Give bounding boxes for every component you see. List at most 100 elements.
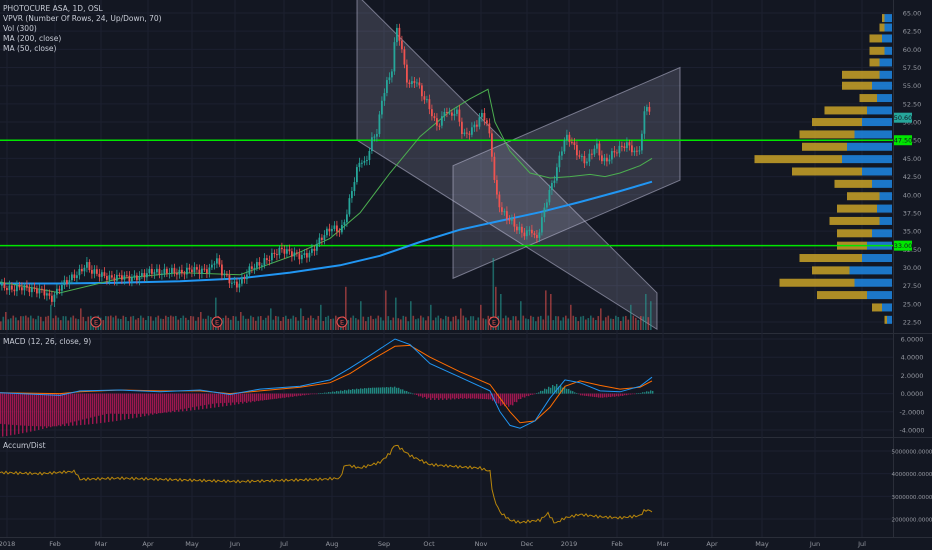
legend-ma200[interactable]: MA (200, close): [3, 34, 62, 43]
candle-body: [476, 124, 478, 127]
candle-body: [428, 99, 431, 110]
candle-body: [211, 264, 213, 268]
candle-body: [273, 252, 276, 255]
macd-label[interactable]: MACD (12, 26, close, 9): [3, 337, 92, 346]
macd-histogram-bar: [538, 392, 540, 394]
volume-bar: [320, 304, 322, 330]
volume-bar: [47, 315, 50, 330]
macd-histogram-bar: [208, 393, 210, 405]
volume-bar: [227, 317, 230, 330]
candle-body: [16, 285, 18, 292]
price-axis[interactable]: 65.0062.5060.0057.5055.0052.5050.0047.50…: [892, 10, 932, 524]
vpvr-bar-down: [834, 179, 872, 188]
macd-histogram-bar: [328, 392, 330, 394]
candle-body: [136, 275, 138, 281]
price-label-badge: [894, 240, 912, 251]
volume-bar: [462, 315, 465, 330]
macd-histogram-bar: [348, 389, 350, 394]
candle-body: [43, 289, 46, 296]
vpvr-bar-down: [872, 303, 882, 312]
candle-body: [216, 258, 218, 264]
candle-body: [23, 285, 26, 291]
candle-body: [628, 142, 631, 146]
candle-body: [178, 269, 181, 275]
volume-bar: [232, 315, 235, 330]
macd-histogram-bar: [344, 389, 346, 394]
volume-bar: [507, 317, 510, 330]
volume-bar: [77, 319, 80, 330]
candle-body: [508, 219, 511, 221]
macd-histogram-bar: [292, 393, 294, 397]
volume-bar: [20, 316, 22, 330]
vpvr-bar-up: [854, 130, 892, 139]
macd-histogram-bar: [216, 393, 218, 404]
volume-bar: [190, 316, 192, 330]
candle-body: [196, 267, 198, 270]
macd-histogram-bar: [130, 393, 132, 414]
macd-histogram-bar: [638, 393, 640, 394]
macd-histogram-bar: [588, 393, 590, 397]
macd-histogram-bar: [410, 392, 412, 394]
macd-pane[interactable]: [0, 338, 654, 437]
price-tick-label: 65.00: [903, 10, 922, 18]
vpvr-bar-up: [877, 94, 892, 103]
macd-histogram-bar: [390, 386, 392, 394]
volume-bar: [307, 317, 310, 330]
macd-histogram-bar: [162, 393, 164, 413]
volume-bar: [502, 318, 505, 330]
macd-histogram-bar: [134, 393, 136, 414]
candle-body: [393, 42, 396, 72]
candle-body: [238, 283, 241, 288]
candle-body: [571, 142, 573, 144]
candle-body: [481, 112, 483, 118]
volume-bar: [550, 294, 552, 330]
volume-bar: [5, 312, 7, 330]
vpvr-bar-down: [817, 291, 867, 300]
macd-histogram-bar: [612, 393, 614, 397]
macd-histogram-bar: [34, 393, 36, 431]
earnings-event-label: E: [492, 319, 496, 327]
volume-bar: [365, 321, 367, 330]
candle-body: [221, 264, 223, 276]
macd-histogram-bar: [300, 393, 302, 396]
legend-vpvr[interactable]: VPVR (Number Of Rows, 24, Up/Down, 70): [3, 14, 162, 23]
macd-histogram-bar: [508, 393, 510, 407]
volume-bar: [167, 317, 170, 330]
macd-histogram-bar: [536, 393, 538, 394]
candle-body: [621, 145, 623, 147]
macd-histogram-bar: [272, 393, 274, 400]
candle-body: [126, 275, 128, 277]
accum-dist-pane[interactable]: [0, 444, 653, 524]
legend-ma50[interactable]: MA (50, close): [3, 44, 57, 53]
legend-symbol[interactable]: PHOTOCURE ASA, 1D, OSL: [3, 4, 103, 13]
candle-body: [131, 277, 133, 282]
macd-histogram-bar: [466, 393, 468, 399]
macd-histogram-bar: [262, 393, 264, 401]
time-axis[interactable]: 2018 Feb Mar Apr May Jun Jul Aug Sep Oct Nov Dec 201…: [0, 540, 866, 548]
legend-vol[interactable]: Vol (300): [3, 24, 37, 33]
accum-dist-label[interactable]: Accum/Dist: [3, 441, 46, 450]
price-tick-label: 55.00: [903, 82, 922, 90]
macd-histogram-bar: [24, 393, 26, 426]
vpvr-bar-up: [884, 23, 892, 32]
macd-histogram-bar: [240, 393, 242, 403]
volume-bar: [467, 320, 470, 330]
volume-bar: [282, 317, 285, 330]
volume-bar: [482, 318, 485, 330]
volume-bar: [170, 315, 172, 330]
macd-histogram-bar: [560, 385, 562, 394]
macd-histogram-bar: [36, 393, 38, 427]
candle-body: [223, 274, 226, 276]
candle-body: [643, 111, 646, 134]
macd-histogram-bar: [572, 391, 574, 394]
candle-body: [73, 274, 76, 278]
candle-body: [573, 142, 576, 146]
macd-histogram-bar: [188, 393, 190, 408]
volume-bar: [562, 317, 565, 330]
macd-histogram-bar: [20, 393, 22, 426]
volume-bar: [642, 316, 645, 330]
volume-bar: [640, 316, 642, 330]
macd-histogram-bar: [540, 390, 542, 394]
volume-bar: [182, 315, 185, 330]
